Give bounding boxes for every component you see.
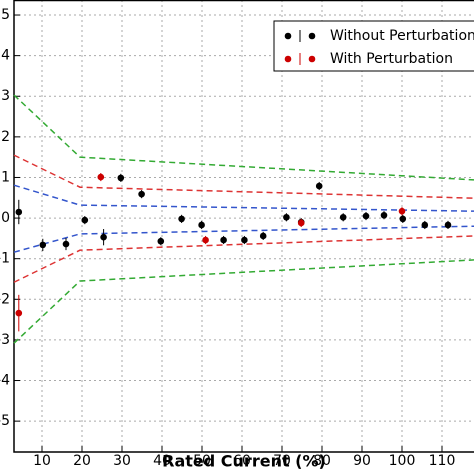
y-tick-label: 4 [1, 48, 10, 64]
point [157, 237, 165, 245]
point [241, 236, 248, 244]
envelope-line [13, 154, 474, 199]
point [380, 211, 388, 219]
point [297, 219, 305, 227]
y-tick-label: 1 [1, 169, 10, 185]
point [399, 215, 407, 223]
legend-marker [308, 32, 316, 40]
point [138, 190, 145, 198]
point [178, 215, 185, 223]
y-tick-label: 0 [1, 210, 10, 226]
point [117, 174, 125, 182]
point [339, 213, 347, 221]
point [81, 216, 89, 224]
y-tick-label: 5 [1, 7, 10, 23]
y-tick-label: -5 [0, 413, 10, 429]
envelope-line [13, 235, 474, 283]
legend-label: With Perturbation [330, 51, 453, 67]
point [421, 221, 429, 229]
x-tick-label: 20 [73, 453, 91, 469]
legend: Without Perturbation With Perturbation [273, 20, 474, 72]
point [39, 241, 47, 249]
x-tick-label: 80 [313, 453, 331, 469]
envelope-line [13, 184, 474, 212]
envelope-line [13, 94, 474, 181]
point [198, 221, 205, 229]
x-tick-label: 100 [389, 453, 416, 469]
point [283, 213, 290, 221]
x-tick-label: 30 [113, 453, 131, 469]
point [100, 233, 107, 241]
y-tick-label: -1 [0, 251, 10, 267]
point [62, 240, 70, 248]
legend-marker [284, 55, 292, 63]
legend-box [273, 20, 474, 72]
x-tick-label: 110 [429, 453, 456, 469]
point [362, 212, 370, 220]
x-tick-label: 70 [273, 453, 291, 469]
y-tick-label: 3 [1, 88, 10, 104]
envelope-line [13, 225, 474, 253]
plot-frame [13, 0, 474, 453]
legend-marker [308, 55, 316, 63]
y-tick-label: -4 [0, 373, 10, 389]
point [15, 208, 23, 216]
y-tick-label: -2 [0, 291, 10, 307]
legend-label: Without Perturbation [330, 28, 474, 44]
envelope-line [13, 259, 474, 344]
y-tick-label: -3 [0, 332, 10, 348]
point [202, 236, 209, 244]
x-tick-label: 60 [233, 453, 251, 469]
x-tick-label: 90 [353, 453, 371, 469]
point [15, 309, 23, 317]
point [315, 182, 323, 190]
legend-marker [284, 32, 292, 40]
x-tick-label: 50 [193, 453, 211, 469]
point [398, 207, 406, 215]
point [220, 236, 227, 244]
point [97, 173, 105, 181]
x-tick-label: 10 [33, 453, 51, 469]
point [444, 221, 452, 229]
x-axis-label: Rated Current (%) [162, 452, 326, 471]
y-tick-label: 2 [1, 129, 10, 145]
x-tick-label: 40 [153, 453, 171, 469]
point [259, 232, 267, 240]
